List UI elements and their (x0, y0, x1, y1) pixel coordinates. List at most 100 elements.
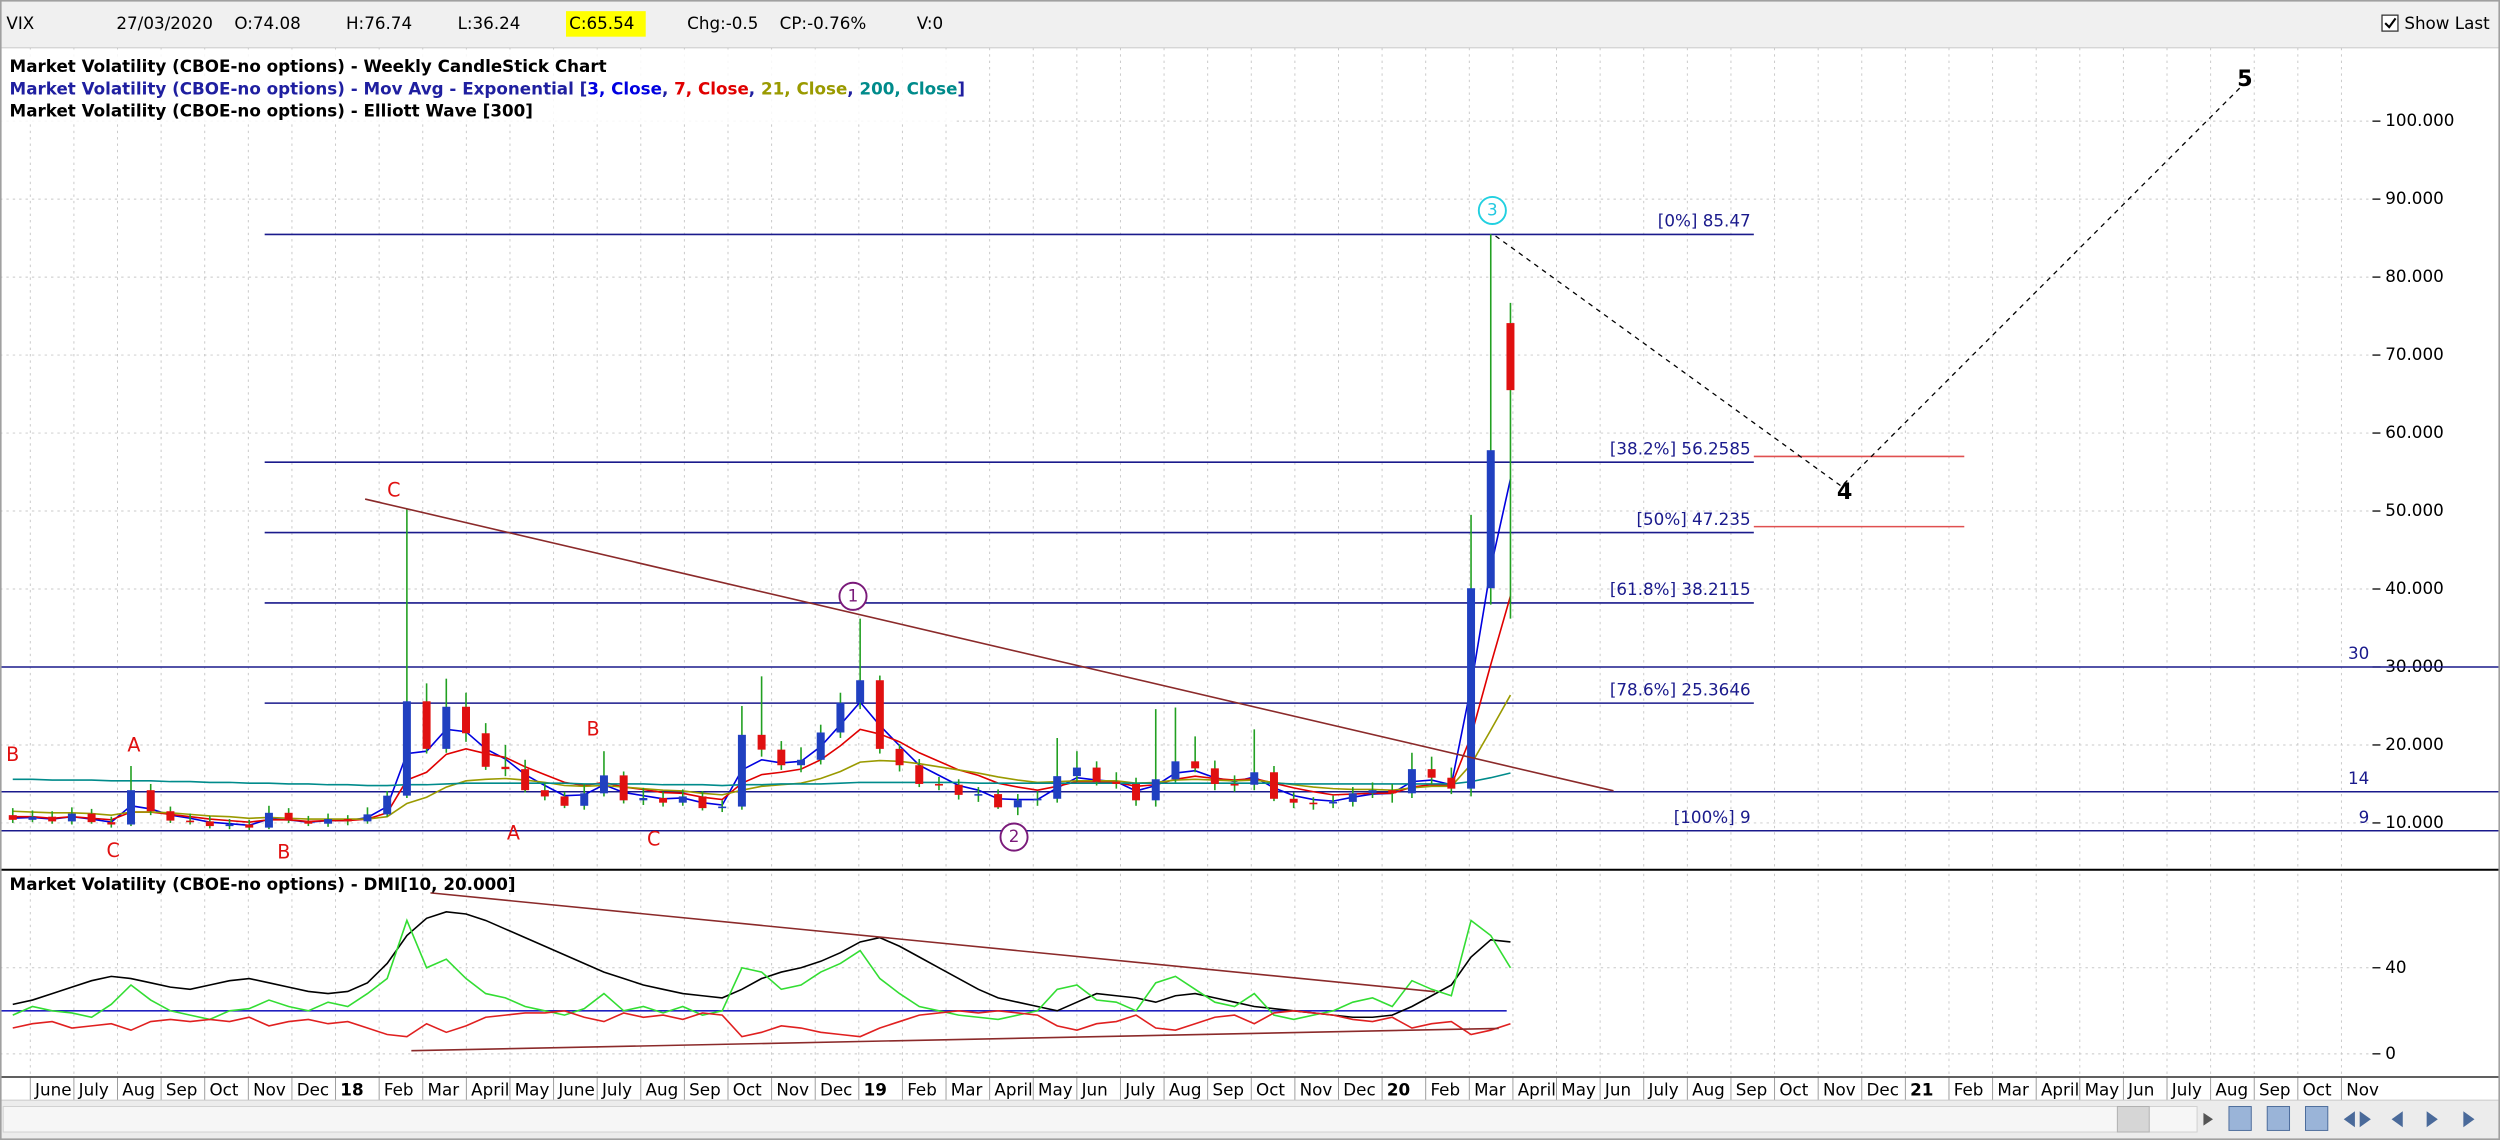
candle-body (284, 812, 293, 821)
nav-forward[interactable] (2426, 1111, 2438, 1128)
x-tick-label: Feb (907, 1080, 937, 1100)
x-tick-label: Dec (297, 1080, 329, 1100)
dmi-grid: 0 40 (0, 873, 2407, 1077)
x-tick-label: Dec (1343, 1080, 1375, 1100)
candle-body (501, 766, 510, 770)
candle-body (146, 790, 155, 812)
nav-back[interactable] (2391, 1111, 2403, 1128)
candle-body (462, 706, 470, 734)
toolbar-button[interactable] (2228, 1106, 2252, 1131)
high: H:76.74 (346, 13, 412, 33)
date: 27/03/2020 (116, 13, 212, 33)
y-tick-label: 40 (2385, 957, 2406, 977)
x-tick-label: Sep (1736, 1080, 1768, 1100)
main-levels: [0%] 85.47 [38.2%] 56.2585 [50%] 47.235 [61… (0, 211, 2500, 832)
x-tick-label: Mar (1474, 1080, 1506, 1100)
candle-body (48, 816, 57, 822)
legend-entry: 7, Close (674, 78, 749, 98)
x-tick-label: Nov (1823, 1080, 1856, 1100)
y-tick-label: 10.000 (2385, 812, 2444, 832)
dmi-series (12, 911, 1512, 1038)
wave-circle (999, 822, 1029, 852)
x-tick-label: Dec (820, 1080, 852, 1100)
show-last-checkbox[interactable]: Show Last (2381, 13, 2490, 33)
abc-label: B (277, 841, 290, 864)
checkmark (2384, 17, 2397, 29)
toolbar-button[interactable] (2305, 1106, 2329, 1131)
indicator-line (12, 918, 1512, 1021)
y-tick-label: 70.000 (2385, 344, 2444, 364)
x-tick-label: June (557, 1080, 594, 1100)
close: C:65.54 (569, 13, 634, 33)
x-tick-label: July (2171, 1080, 2202, 1100)
candle-body (1210, 768, 1219, 784)
x-tick-label: Mar (1997, 1080, 2029, 1100)
candle-body (599, 775, 608, 794)
candle-body (580, 793, 589, 806)
legend-separator: , (662, 78, 674, 98)
candle-body (1191, 761, 1200, 769)
x-tick-label: May (1038, 1080, 1073, 1100)
y-tick-label: 100.000 (2385, 110, 2454, 130)
wave-label: 5 (2237, 66, 2253, 92)
x-tick-label: April (471, 1080, 509, 1100)
close-highlight (566, 11, 646, 37)
x-tick-label: April (1518, 1080, 1556, 1100)
toolbar-button[interactable] (2266, 1106, 2291, 1131)
candle-body (994, 794, 1003, 808)
symbol: VIX (6, 13, 34, 33)
y-tick-label: 30.000 (2385, 656, 2444, 676)
candle-body (1092, 767, 1101, 782)
x-tick-label: Feb (1954, 1080, 1984, 1100)
candle-body (1348, 793, 1357, 802)
candle-body (1289, 798, 1298, 803)
indicator-line (12, 911, 1511, 1019)
candle-body (718, 806, 727, 809)
elliott-overlay: 1 2 3 4 5 B C A B C A B C (6, 66, 2252, 863)
show-last-label[interactable]: Show Last (2404, 13, 2490, 33)
nav-last[interactable] (2463, 1111, 2475, 1128)
fib-label: [50%] 47.235 (1636, 509, 1750, 529)
y-tick-label: 90.000 (2385, 188, 2444, 208)
fib-label: [78.6%] 25.3646 (1610, 679, 1751, 699)
x-tick-label: Nov (253, 1080, 286, 1100)
x-tick-label: Oct (2303, 1080, 2332, 1100)
candle-body (934, 783, 943, 786)
legend-separator: , (847, 78, 859, 98)
scroll-right[interactable] (2203, 1112, 2214, 1126)
wave-circle (838, 581, 868, 611)
candle-body (875, 680, 884, 749)
candle-body (1506, 323, 1515, 391)
checkbox[interactable] (2381, 14, 2399, 32)
candle-body (1151, 779, 1160, 801)
abc-label: A (507, 821, 520, 844)
nav-first[interactable] (2343, 1111, 2355, 1128)
candle-body (836, 702, 845, 733)
fib-label: [0%] 85.47 (1658, 211, 1751, 231)
abc-label: C (387, 479, 400, 502)
dmi-trend-line (430, 892, 1436, 993)
candle-body (402, 701, 411, 796)
x-tick-label: April (2041, 1080, 2079, 1100)
candle-body (1467, 588, 1476, 789)
x-tick-label: Sep (689, 1080, 721, 1100)
x-tick-label: April (994, 1080, 1032, 1100)
candle-body (1486, 450, 1495, 589)
volume: V:0 (917, 13, 943, 33)
nav-play[interactable] (2359, 1111, 2371, 1128)
scrollbar-track[interactable] (2, 1106, 2198, 1133)
x-tick-label: Oct (1256, 1080, 1285, 1100)
wave-circle (1477, 195, 1507, 225)
legend-entry: 3, Close (587, 78, 662, 98)
level-label: 30 (2348, 643, 2369, 663)
x-tick-label: May (2085, 1080, 2120, 1100)
indicator-line (12, 1009, 1511, 1038)
open: O:74.08 (234, 13, 300, 33)
x-tick-label: 21 (1910, 1080, 1933, 1100)
main-series (12, 478, 1512, 827)
wave-label: 2 (1009, 826, 1020, 846)
scrollbar-thumb[interactable] (2116, 1106, 2150, 1133)
candle-body (1230, 783, 1239, 786)
candle-body (28, 816, 37, 820)
candle-body (659, 797, 668, 803)
